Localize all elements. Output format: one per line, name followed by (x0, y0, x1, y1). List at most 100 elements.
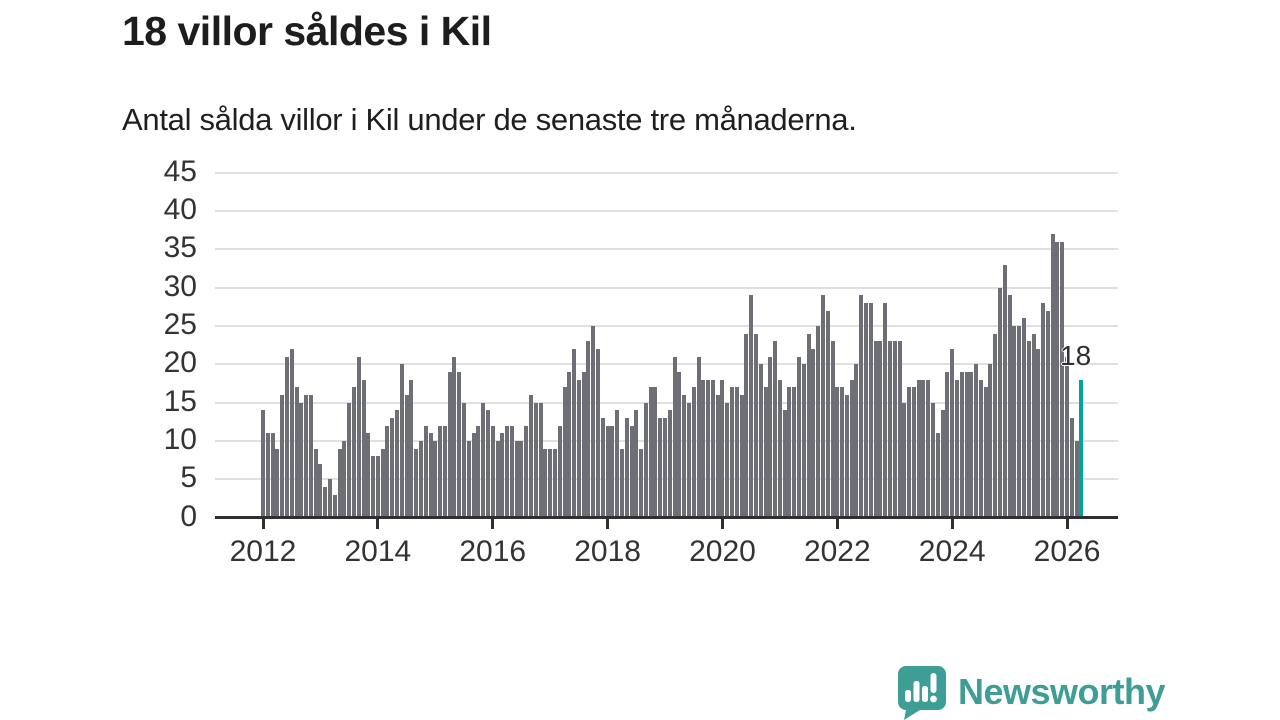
bar (500, 433, 505, 518)
bar (730, 387, 735, 518)
bar (289, 348, 294, 518)
bar (261, 410, 265, 518)
bar (299, 402, 304, 518)
bar (974, 364, 979, 518)
y-axis-tick-label: 20 (163, 346, 197, 380)
bar (1007, 295, 1012, 518)
bar (691, 387, 696, 518)
bar (294, 387, 299, 518)
chart-subtitle: Antal sålda villor i Kil under de senast… (122, 102, 857, 137)
bar (797, 356, 802, 518)
bar (442, 425, 447, 518)
bar (988, 364, 993, 518)
bar (744, 333, 749, 518)
y-axis-tick-label: 30 (163, 269, 197, 303)
bar (505, 425, 510, 518)
bar (548, 448, 553, 518)
bar (404, 394, 409, 518)
bar (849, 379, 854, 518)
bar (371, 456, 376, 518)
bar (715, 394, 720, 518)
bar (1050, 233, 1055, 518)
bar (931, 402, 936, 518)
bar (734, 387, 739, 518)
y-axis-tick-label: 25 (163, 307, 197, 341)
gridline (215, 171, 1118, 174)
bar (418, 440, 423, 518)
bar (452, 356, 457, 518)
x-axis-tick (1065, 519, 1069, 529)
bar (887, 341, 892, 518)
bar (725, 402, 730, 518)
x-axis-tick-label: 2018 (574, 535, 641, 568)
bar (318, 463, 323, 518)
bar (399, 364, 404, 518)
newsworthy-logo-text: Newsworthy (958, 671, 1166, 712)
bar (596, 348, 601, 518)
y-axis-tick-label: 40 (163, 192, 197, 226)
bar (490, 425, 495, 518)
bar (514, 440, 519, 518)
bar (509, 425, 514, 518)
bar (380, 448, 385, 518)
bar (739, 394, 744, 518)
bar (466, 440, 471, 518)
bar (969, 371, 974, 518)
gridline (215, 209, 1118, 212)
x-axis-tick-label: 2016 (459, 535, 527, 568)
bar (835, 387, 840, 518)
bar (562, 387, 567, 518)
bar (567, 371, 572, 518)
bar (485, 410, 490, 518)
bar (1026, 341, 1031, 518)
bar (787, 387, 792, 518)
bar (825, 310, 830, 518)
bar (428, 433, 433, 518)
bar (332, 494, 337, 518)
x-axis-tick-label: 2012 (229, 535, 297, 568)
bar (945, 371, 950, 518)
bar (935, 433, 940, 518)
bar (801, 364, 806, 518)
bar (758, 364, 763, 518)
bar (313, 448, 318, 518)
bar (586, 341, 591, 518)
x-axis-tick-label: 2020 (689, 535, 756, 568)
bar (529, 394, 534, 518)
bar (701, 379, 706, 518)
bar (323, 486, 328, 518)
bar (897, 341, 902, 518)
x-axis-tick (950, 519, 954, 529)
bar (1074, 440, 1079, 518)
x-axis-tick-label: 2014 (344, 535, 412, 568)
bar (1060, 241, 1065, 518)
bar (883, 302, 888, 518)
newsworthy-logo[interactable]: Newsworthy (894, 664, 1166, 720)
bar (720, 379, 725, 518)
bar (782, 410, 787, 518)
y-axis-tick-label: 35 (163, 231, 197, 265)
bar (658, 417, 663, 518)
newsworthy-logo-icon (894, 664, 948, 720)
x-axis-tick (261, 519, 265, 529)
bar (275, 448, 280, 518)
bar (667, 410, 672, 518)
bar (543, 448, 548, 518)
bar (1069, 417, 1074, 518)
x-axis-tick (606, 519, 610, 529)
bar (629, 425, 634, 518)
bar (600, 417, 605, 518)
bar (471, 433, 476, 518)
bar (854, 364, 859, 518)
bar (1002, 264, 1007, 518)
x-axis-tick (376, 519, 380, 529)
bar (639, 448, 644, 518)
bar (605, 425, 610, 518)
bar (347, 402, 352, 518)
y-axis-tick-label: 10 (163, 422, 197, 456)
bar (643, 402, 648, 518)
bar (859, 295, 864, 518)
bar (653, 387, 658, 518)
x-axis-tick-label: 2024 (918, 535, 986, 568)
